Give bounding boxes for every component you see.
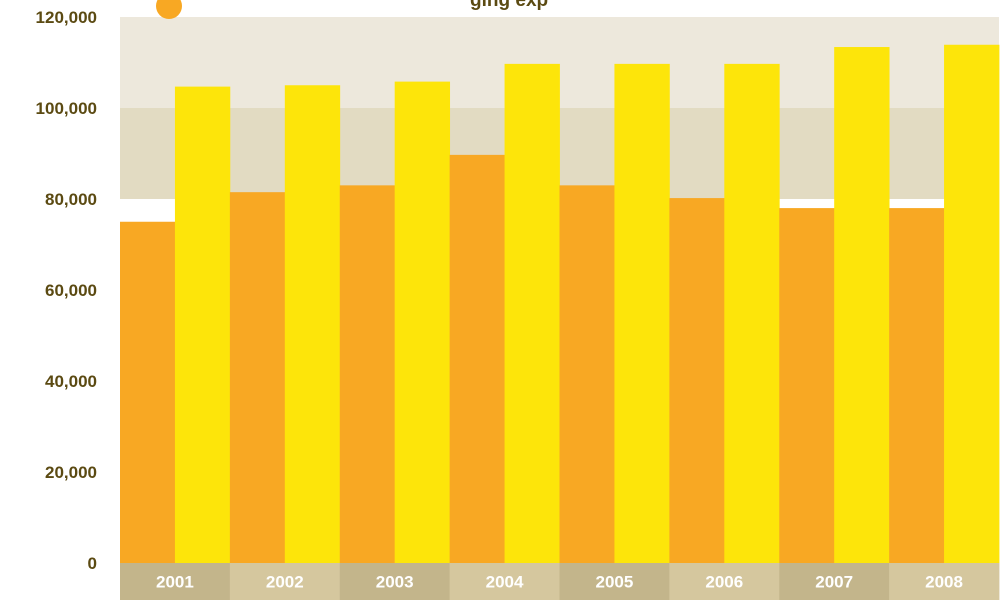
y-tick-label: 80,000	[45, 190, 97, 209]
bars	[120, 44, 1000, 564]
chart-title: ging exp	[156, 0, 548, 19]
y-tick-label: 60,000	[45, 281, 97, 300]
x-tick-label: 2002	[266, 573, 304, 592]
bar-2003-series-2	[394, 81, 451, 564]
bar-2006-series-1	[669, 198, 725, 563]
x-axis-cell	[559, 563, 670, 600]
x-axis-cell	[669, 563, 780, 600]
x-tick-label: 2004	[486, 573, 524, 592]
bar-2006-series-2	[724, 63, 780, 564]
x-axis-cell	[229, 563, 341, 600]
title-marker-icon	[156, 0, 182, 19]
y-tick-label: 40,000	[45, 372, 97, 391]
x-axis-cell	[339, 563, 451, 600]
bar-2002-series-1	[229, 192, 286, 564]
x-tick-label: 2003	[376, 573, 414, 592]
y-tick-label: 120,000	[36, 8, 97, 27]
x-tick-label: 2005	[596, 573, 634, 592]
x-axis: 2001 2002 2003 2004 2005 2006 2007 2008	[120, 563, 1000, 600]
bar-2001-series-1	[120, 221, 176, 563]
bar-2008-series-1	[889, 208, 945, 563]
y-tick-label: 0	[88, 554, 97, 573]
bar-2004-series-1	[449, 154, 505, 564]
bar-2005-series-2	[614, 63, 670, 564]
x-axis-cell	[449, 563, 560, 600]
x-axis-cell	[779, 563, 890, 600]
x-tick-label: 2008	[925, 573, 963, 592]
x-tick-label: 2007	[815, 573, 853, 592]
bar-2001-series-2	[174, 86, 231, 564]
x-axis-cell	[120, 563, 231, 600]
x-tick-label: 2001	[156, 573, 194, 592]
bar-2008-series-2	[944, 44, 1000, 563]
bar-2002-series-2	[284, 85, 341, 563]
x-tick-label: 2006	[705, 573, 743, 592]
bar-2004-series-2	[504, 63, 560, 564]
bar-2007-series-1	[779, 208, 835, 563]
bar-2005-series-1	[559, 185, 615, 563]
y-tick-label: 100,000	[36, 99, 97, 118]
bar-2007-series-2	[834, 47, 890, 563]
x-axis-cell	[889, 563, 1000, 600]
y-tick-label: 20,000	[45, 463, 97, 482]
y-axis: 0 20,000 40,000 60,000 80,000 100,000 120,000	[36, 8, 97, 573]
chart-title-text: ging exp	[470, 0, 548, 11]
bar-2003-series-1	[339, 185, 396, 563]
